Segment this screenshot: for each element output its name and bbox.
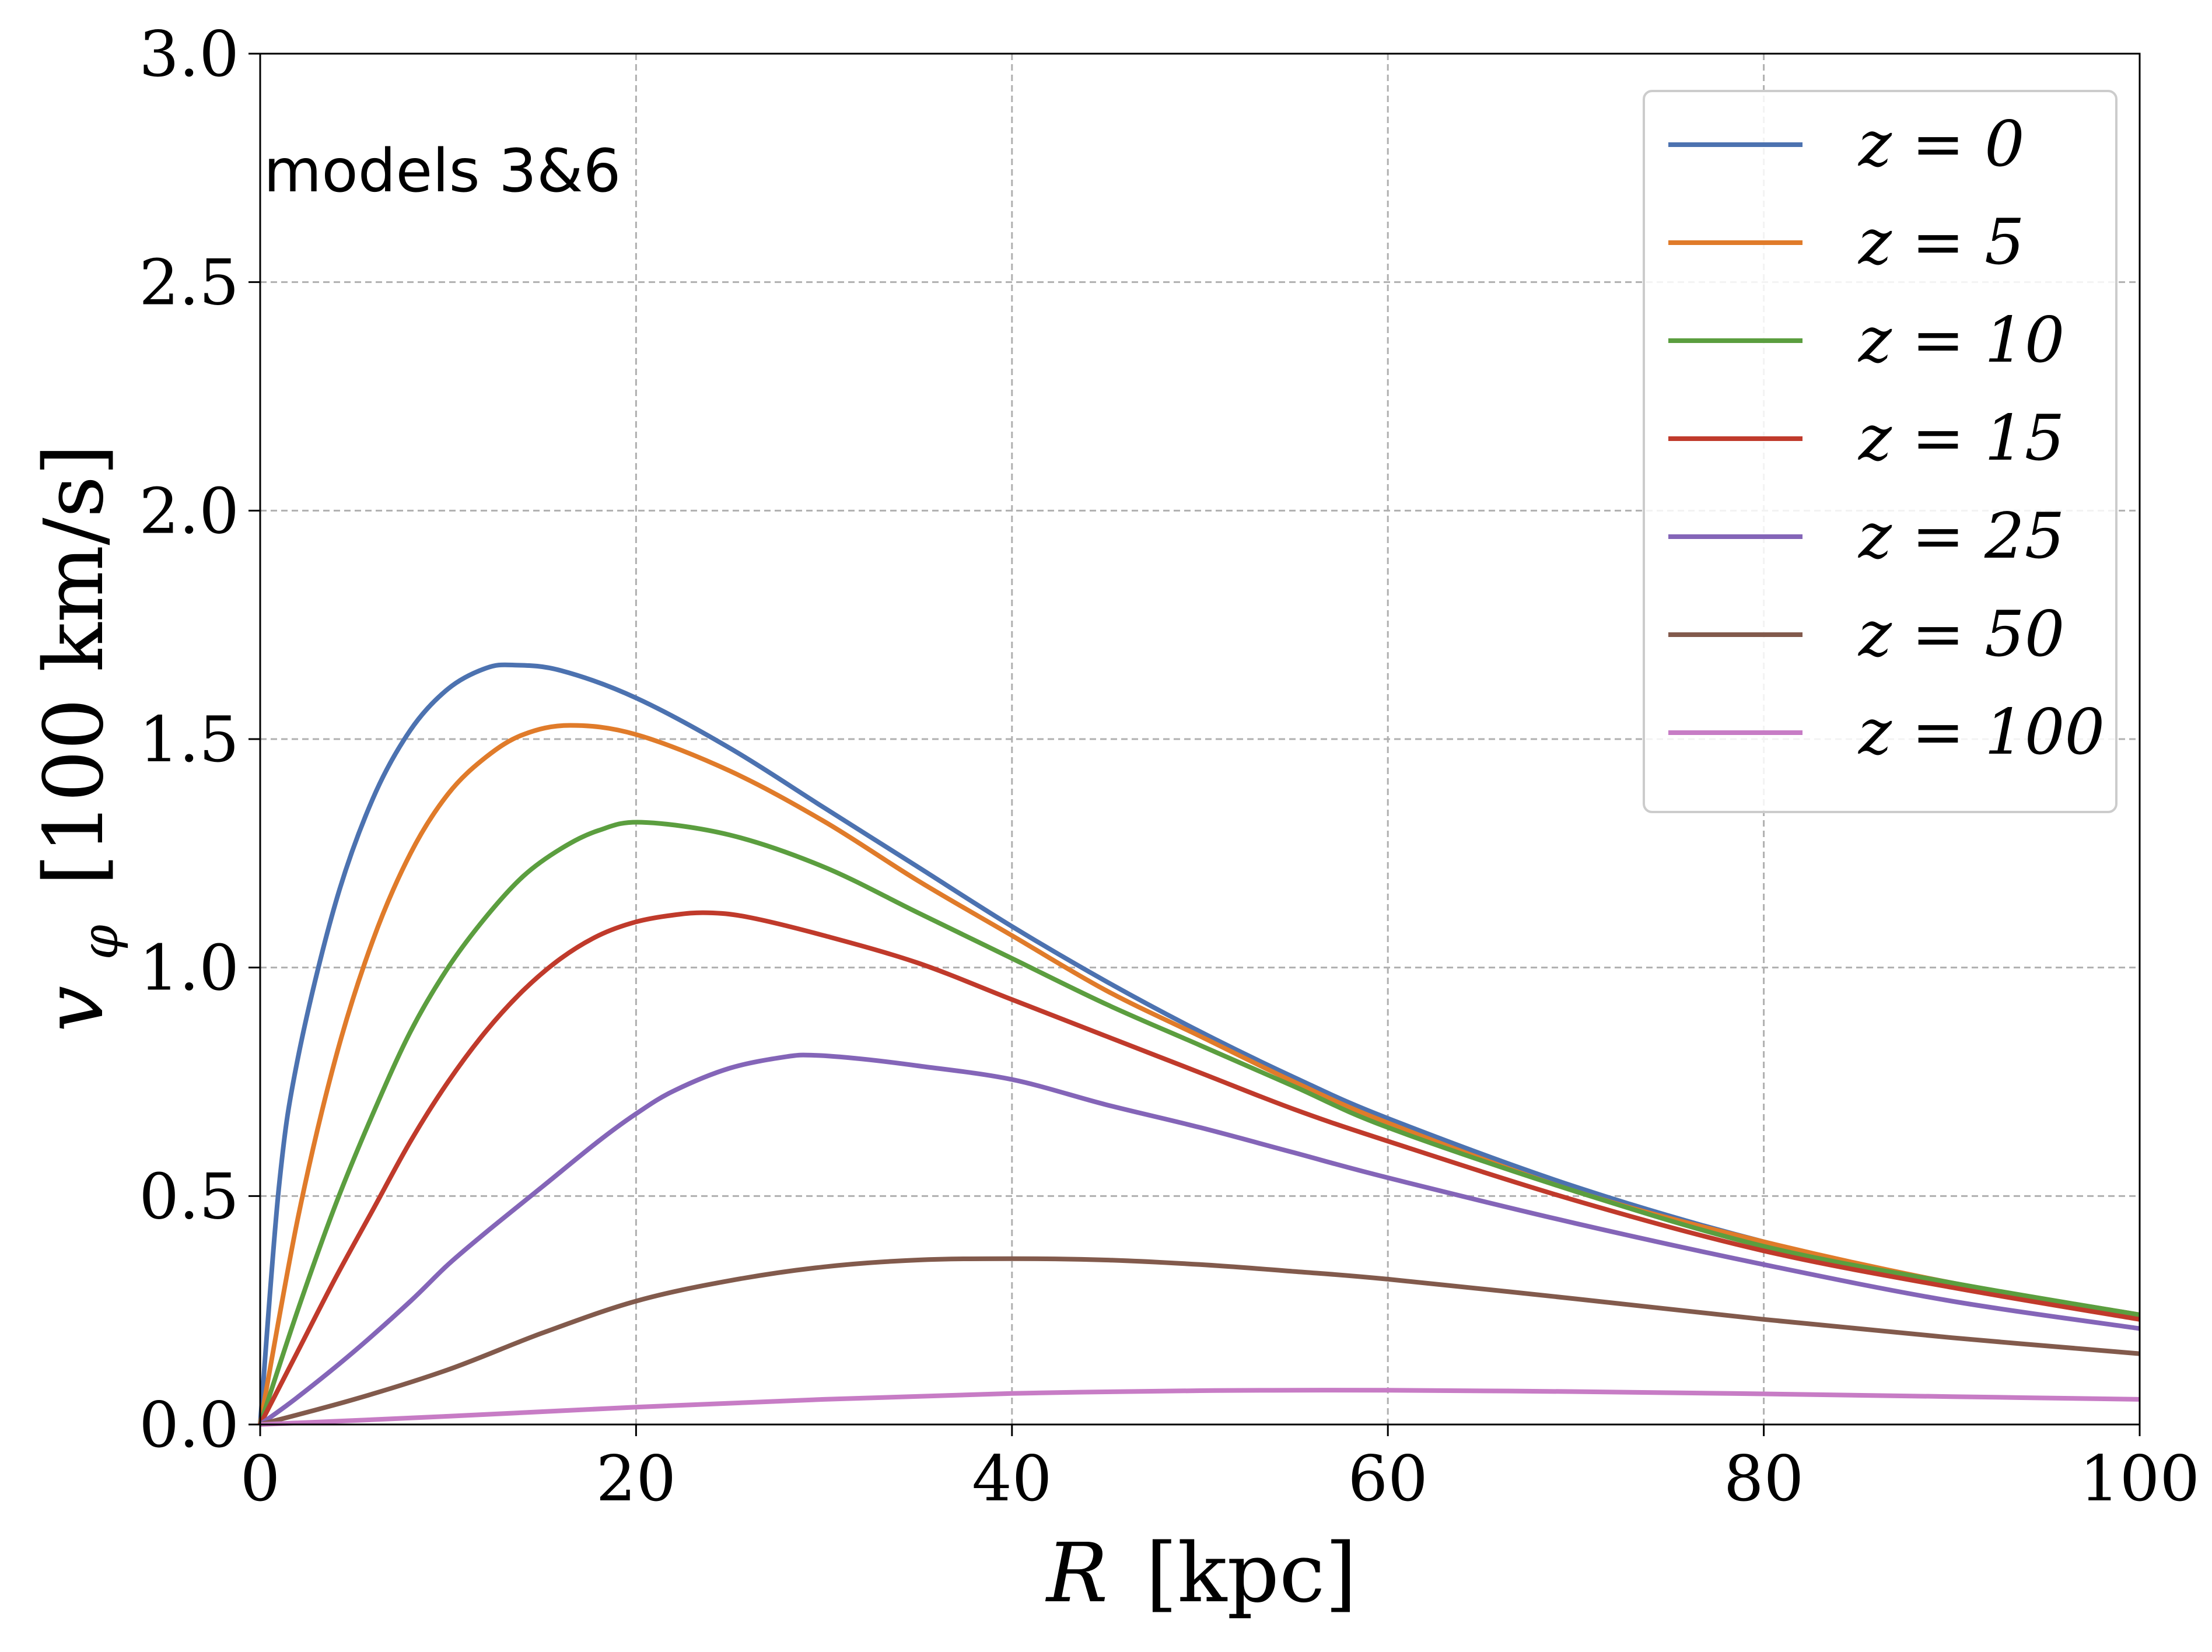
series-line-2 <box>258 820 2140 1426</box>
series-line-6 <box>260 1388 2140 1427</box>
x-tick-label: 20 <box>596 1443 676 1516</box>
y-axis-subscript: φ <box>71 925 130 960</box>
series-line-5 <box>259 1256 2140 1427</box>
series-lines <box>258 662 2140 1427</box>
y-tick-label: 3.0 <box>139 18 239 91</box>
series-line-0 <box>258 662 2140 1425</box>
x-tick-label: 100 <box>2080 1443 2200 1516</box>
legend-label-3: z = 15 <box>1857 402 2064 475</box>
x-tick-label: 60 <box>1348 1443 1427 1516</box>
legend-label-6: z = 100 <box>1857 696 2105 769</box>
y-axis-symbol: v <box>27 986 122 1032</box>
y-tick-label: 2.0 <box>139 475 239 548</box>
x-axis-label: R [kpc] <box>1045 1526 1357 1621</box>
series-line-3 <box>258 910 2140 1426</box>
y-tick-label: 1.5 <box>139 704 239 776</box>
x-axis-symbol: R <box>1045 1526 1108 1621</box>
legend-label-0: z = 0 <box>1857 108 2025 181</box>
legend-label-1: z = 5 <box>1857 206 2025 279</box>
x-tick-label: 80 <box>1724 1443 1804 1516</box>
legend: z = 0 z = 5 z = 10 z = 15 z = 25 z = 50 z = 10… <box>1643 90 2118 813</box>
legend-label-5: z = 50 <box>1857 598 2064 671</box>
x-tick-label: 0 <box>240 1443 281 1516</box>
y-axis-unit: [100 km/s] <box>27 444 122 886</box>
chart-annotation: models 3&6 <box>264 136 621 206</box>
series-line-4 <box>258 1052 2140 1427</box>
legend-frame <box>1643 90 2118 813</box>
y-tick-label: 0.5 <box>139 1160 239 1233</box>
y-tick-label: 0.0 <box>139 1389 239 1462</box>
legend-label-4: z = 25 <box>1857 500 2064 573</box>
x-axis-unit: [kpc] <box>1146 1526 1357 1621</box>
x-tick-label: 40 <box>972 1443 1052 1516</box>
axis-ticks: 0 20 40 60 80 100 0.0 0.5 1.0 1.5 2.0 2.5 3.0 <box>139 18 2200 1516</box>
y-tick-label: 1.0 <box>139 932 239 1005</box>
y-tick-label: 2.5 <box>139 247 239 320</box>
legend-label-2: z = 10 <box>1857 304 2064 377</box>
y-axis-label: v φ [100 km/s] <box>27 444 137 1032</box>
